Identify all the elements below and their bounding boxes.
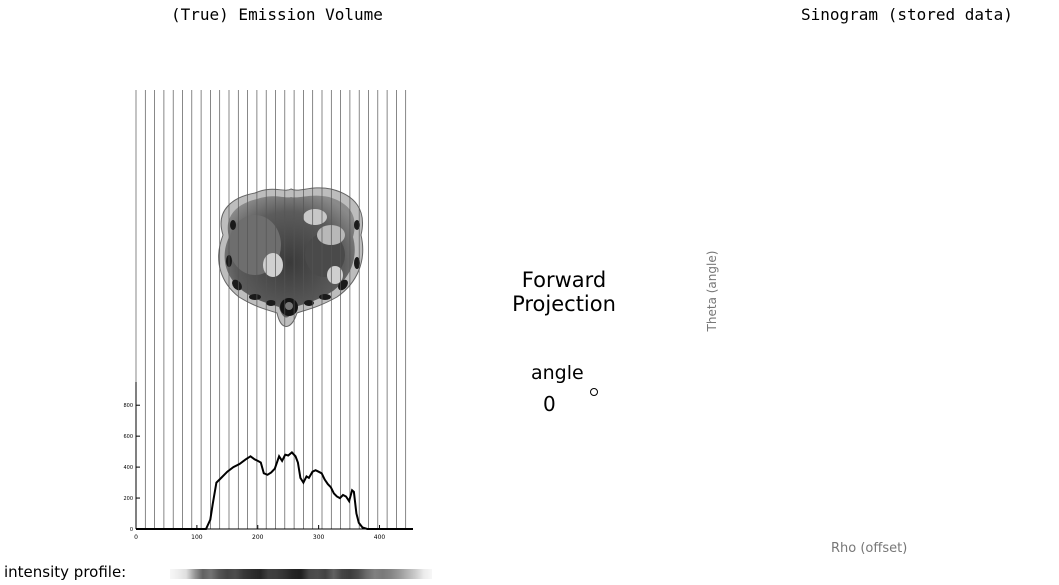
angle-label: angle xyxy=(531,362,584,384)
x-tick-label: 400 xyxy=(374,534,386,541)
sinogram-title: Sinogram (stored data) xyxy=(801,5,1013,24)
y-tick-label: 800 xyxy=(123,403,133,409)
angle-value: 0 xyxy=(543,392,556,416)
y-tick-label: 600 xyxy=(123,434,133,440)
rho-axis-label: Rho (offset) xyxy=(831,541,908,556)
theta-axis-label: Theta (angle) xyxy=(705,250,719,332)
forward-projection-label: Forward Projection xyxy=(512,268,616,316)
x-tick-label: 100 xyxy=(191,534,203,541)
x-tick-label: 0 xyxy=(134,534,138,541)
plot-x-ticks: 0 100 200 300 400 xyxy=(134,525,385,541)
intensity-profile-plot: 0 100 200 300 400 0 200 400 600 800 xyxy=(123,382,413,541)
angle-marker-icon xyxy=(590,388,598,396)
intensity-profile-label: intensity profile: xyxy=(4,563,127,581)
intensity-profile-bar xyxy=(170,569,432,579)
intensity-profile-line xyxy=(136,451,413,530)
y-tick-label: 0 xyxy=(130,527,133,533)
x-tick-label: 300 xyxy=(313,534,325,541)
ct-slice-image xyxy=(218,187,364,327)
emission-volume-title: (True) Emission Volume xyxy=(171,5,383,24)
x-tick-label: 200 xyxy=(252,534,264,541)
y-tick-label: 200 xyxy=(123,496,133,502)
emission-volume-panel: 0 100 200 300 400 0 200 400 600 800 xyxy=(123,90,413,541)
plot-y-ticks: 0 200 400 600 800 xyxy=(123,403,140,533)
y-tick-label: 400 xyxy=(123,465,133,471)
